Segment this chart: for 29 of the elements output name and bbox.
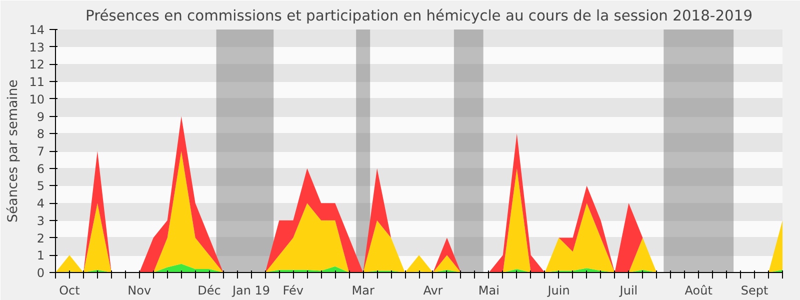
x-tick-label: Déc [198, 284, 221, 298]
y-tick-label: 12 [29, 58, 45, 72]
y-tick-label: 2 [36, 231, 45, 246]
x-tick-label: Oct [59, 284, 80, 298]
x-tick-label: Sept [740, 284, 768, 298]
y-tick-label: 9 [36, 110, 45, 124]
chart-title: Présences en commissions et participation en hémicycle au cours de la session 2018-2019 [85, 8, 753, 24]
x-tick-label: Août [684, 284, 713, 298]
y-tick-label: 4 [36, 196, 45, 211]
y-tick-label: 1 [36, 248, 45, 263]
y-axis-title: Séances par semaine [6, 80, 22, 222]
x-tick-label: Juil [618, 284, 638, 298]
x-tick-label: Nov [128, 284, 152, 298]
y-tick-label: 10 [29, 92, 45, 106]
y-tick-label: 11 [29, 75, 45, 90]
x-tick-label: Avr [423, 284, 443, 298]
x-tick-label: Fév [282, 284, 304, 298]
x-tick-label: Mai [478, 284, 500, 298]
y-tick-label: 0 [36, 266, 45, 280]
x-tick-label: Mar [352, 284, 374, 298]
y-tick-label: 8 [36, 127, 45, 142]
y-tick-label: 7 [36, 144, 45, 158]
y-tick-label: 5 [36, 179, 45, 194]
x-tick-label: Jan 19 [231, 284, 270, 298]
y-tick-label: 14 [29, 23, 45, 37]
y-tick-label: 6 [36, 162, 45, 176]
x-tick-label: Juin [546, 284, 570, 298]
y-tick-label: 3 [36, 214, 45, 228]
y-tick-label: 13 [29, 40, 45, 54]
